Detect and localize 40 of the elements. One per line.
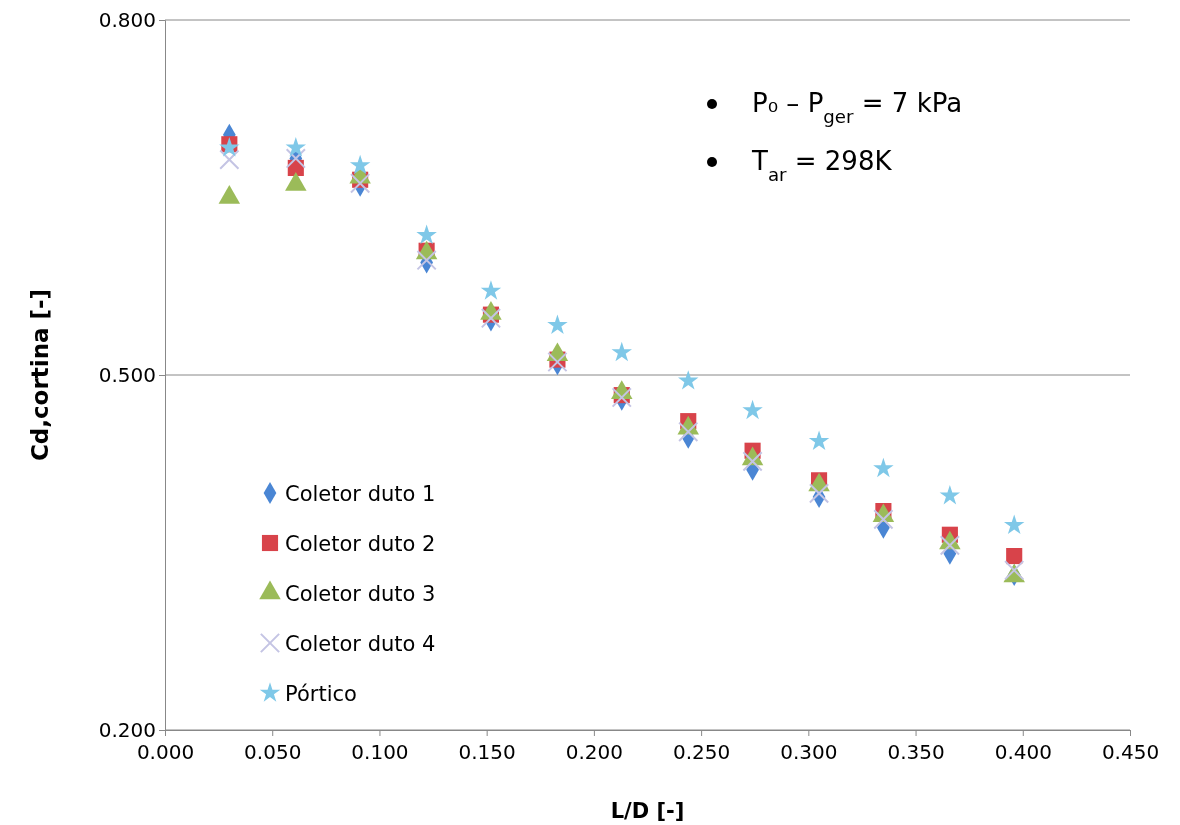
point [873, 509, 894, 530]
point [416, 224, 437, 245]
y-tick-label: 0.500 [98, 362, 156, 387]
x-tick-label: 0.250 [672, 740, 731, 764]
point [742, 451, 763, 472]
legend-label: Coletor duto 1 [285, 482, 436, 506]
legend-label: Coletor duto 4 [285, 632, 436, 656]
x-tick-label: 0.000 [136, 740, 195, 764]
y-axis-title: Cd,cortina [-] [27, 288, 53, 462]
point [939, 535, 961, 556]
x-tick-label: 0.200 [565, 740, 624, 764]
y-tick-label: 0.800 [98, 7, 156, 32]
x-tick-label: 0.050 [244, 740, 302, 764]
y-tick-label: 0.200 [98, 717, 156, 742]
point [873, 457, 894, 478]
x-tick-label: 0.450 [1101, 740, 1160, 764]
point [611, 341, 632, 362]
point [808, 430, 830, 450]
legend-label: Pórtico [285, 682, 357, 706]
point [219, 149, 240, 170]
point [678, 421, 699, 442]
x-tick-label: 0.350 [887, 740, 945, 764]
point [480, 280, 502, 300]
point [678, 370, 699, 390]
point [939, 484, 961, 505]
point [1003, 514, 1025, 534]
legend-label: Coletor duto 3 [285, 582, 436, 606]
point [1006, 547, 1023, 565]
point [547, 314, 568, 335]
x-axis-title: L/D [-] [610, 799, 685, 823]
x-tick-label: 0.400 [994, 740, 1052, 764]
point [285, 137, 307, 157]
annotation: P₀ – P$_{ger}$ = 7 kPa [752, 88, 963, 127]
point [742, 399, 763, 420]
x-tick-label: 0.300 [780, 740, 838, 764]
legend-label: Coletor duto 2 [285, 532, 436, 556]
annotation: T$_{ar}$ = 298K [751, 146, 893, 185]
x-tick-label: 0.150 [458, 740, 516, 764]
x-tick-label: 0.100 [351, 740, 409, 764]
point [349, 154, 371, 175]
